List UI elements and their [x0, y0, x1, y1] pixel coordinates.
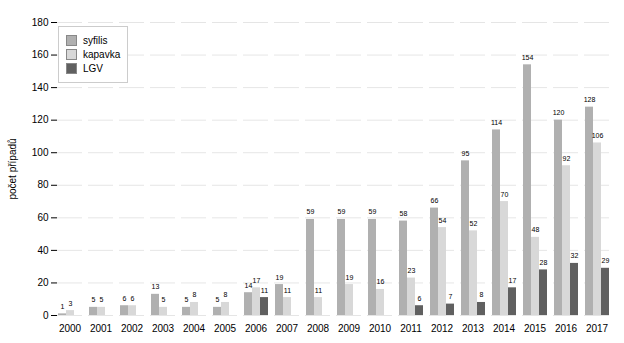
svg-text:5: 5 [92, 296, 96, 303]
html-text:LGV: LGV [83, 62, 103, 74]
svg-text:20: 20 [37, 277, 49, 288]
svg-text:11: 11 [261, 287, 268, 294]
svg-text:17: 17 [253, 277, 261, 284]
svg-text:5: 5 [100, 296, 104, 303]
svg-text:6: 6 [131, 295, 135, 302]
svg-text:160: 160 [32, 49, 49, 60]
svg-text:3: 3 [69, 300, 73, 307]
svg-text:120: 120 [553, 109, 565, 116]
svg-text:1: 1 [61, 303, 65, 310]
svg-text:80: 80 [37, 179, 49, 190]
svg-text:5: 5 [216, 296, 220, 303]
svg-text:106: 106 [592, 132, 604, 139]
svg-text:2017: 2017 [586, 323, 609, 334]
svg-text:114: 114 [491, 119, 502, 126]
svg-text:58: 58 [400, 210, 408, 217]
svg-text:6: 6 [123, 295, 127, 302]
svg-text:54: 54 [439, 217, 447, 224]
svg-text:14: 14 [245, 282, 253, 289]
svg-text:2010: 2010 [369, 323, 392, 334]
svg-text:140: 140 [32, 82, 49, 93]
svg-text:8: 8 [480, 291, 484, 298]
svg-text:11: 11 [315, 287, 322, 294]
svg-text:8: 8 [224, 291, 228, 298]
svg-text:8: 8 [193, 291, 197, 298]
svg-text:7: 7 [449, 293, 453, 300]
svg-text:11: 11 [284, 287, 291, 294]
svg-text:počet případů: počet případů [7, 138, 18, 199]
svg-text:5: 5 [162, 296, 166, 303]
svg-text:2004: 2004 [183, 323, 206, 334]
svg-text:0: 0 [43, 310, 49, 321]
svg-text:2013: 2013 [462, 323, 485, 334]
svg-text:128: 128 [584, 96, 596, 103]
svg-text:6: 6 [418, 295, 422, 302]
svg-text:2002: 2002 [121, 323, 144, 334]
svg-text:2012: 2012 [431, 323, 454, 334]
svg-text:2000: 2000 [59, 323, 82, 334]
svg-text:59: 59 [338, 208, 346, 215]
svg-text:59: 59 [369, 208, 377, 215]
svg-text:2016: 2016 [555, 323, 578, 334]
html-text:syfilis: syfilis [83, 34, 108, 46]
svg-text:29: 29 [602, 257, 610, 264]
svg-text:95: 95 [462, 150, 470, 157]
svg-text:2008: 2008 [307, 323, 330, 334]
svg-text:2001: 2001 [90, 323, 113, 334]
svg-text:23: 23 [408, 267, 416, 274]
svg-text:66: 66 [431, 197, 439, 204]
svg-text:28: 28 [540, 259, 548, 266]
svg-text:19: 19 [346, 274, 354, 281]
svg-text:180: 180 [32, 17, 49, 28]
svg-text:2003: 2003 [152, 323, 175, 334]
svg-text:17: 17 [509, 277, 517, 284]
svg-text:60: 60 [37, 212, 49, 223]
svg-text:32: 32 [571, 252, 579, 259]
svg-text:16: 16 [377, 278, 385, 285]
svg-text:2014: 2014 [493, 323, 516, 334]
svg-text:13: 13 [152, 283, 160, 290]
svg-text:2009: 2009 [338, 323, 361, 334]
svg-text:40: 40 [37, 245, 49, 256]
svg-text:5: 5 [185, 296, 189, 303]
svg-text:59: 59 [307, 208, 315, 215]
svg-text:2005: 2005 [214, 323, 237, 334]
svg-text:2015: 2015 [524, 323, 547, 334]
svg-text:2011: 2011 [400, 323, 422, 334]
svg-text:52: 52 [470, 220, 478, 227]
svg-text:2007: 2007 [276, 323, 299, 334]
html-text:kapavka: kapavka [83, 48, 121, 60]
svg-text:70: 70 [501, 191, 509, 198]
svg-text:100: 100 [32, 147, 49, 158]
svg-text:120: 120 [32, 114, 49, 125]
svg-text:92: 92 [563, 155, 571, 162]
svg-text:2006: 2006 [245, 323, 268, 334]
svg-text:154: 154 [522, 54, 534, 61]
svg-text:48: 48 [532, 226, 540, 233]
svg-text:19: 19 [276, 274, 284, 281]
